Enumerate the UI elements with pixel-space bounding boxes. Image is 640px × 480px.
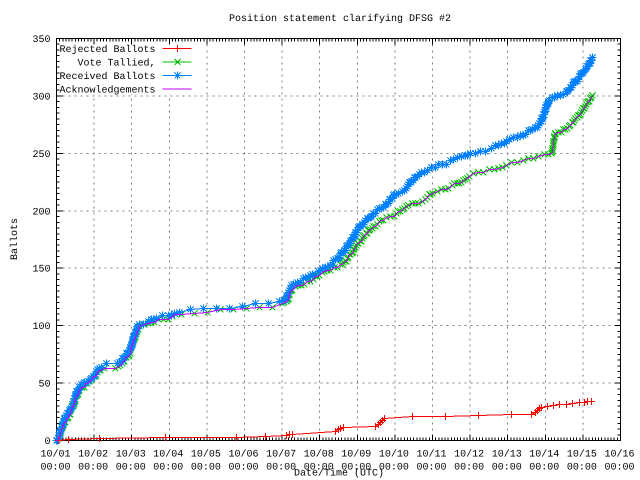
svg-text:00:00: 00:00 [529,463,559,474]
svg-text:10/04: 10/04 [153,449,183,461]
svg-text:10/10: 10/10 [379,449,409,461]
svg-text:00:00: 00:00 [341,463,371,474]
svg-text:00:00: 00:00 [379,463,409,474]
svg-text:10/16: 10/16 [604,449,634,461]
svg-text:00:00: 00:00 [40,463,70,474]
svg-text:00:00: 00:00 [78,463,108,474]
svg-text:Date/Time (UTC): Date/Time (UTC) [294,468,384,480]
svg-text:00:00: 00:00 [567,463,597,474]
svg-text:10/11: 10/11 [416,449,446,461]
svg-text:100: 100 [32,322,50,333]
svg-text:10/09: 10/09 [341,449,371,461]
svg-text:00:00: 00:00 [454,463,484,474]
svg-text:00:00: 00:00 [153,463,183,474]
svg-text:10/01: 10/01 [40,449,70,461]
svg-text:Vote Tallied,: Vote Tallied, [77,58,155,70]
svg-text:350: 350 [32,35,50,46]
svg-text:10/14: 10/14 [529,449,559,461]
svg-text:10/03: 10/03 [116,449,146,461]
svg-text:00:00: 00:00 [492,463,522,474]
svg-text:00:00: 00:00 [228,463,258,474]
svg-text:10/02: 10/02 [78,449,108,461]
svg-text:10/13: 10/13 [492,449,522,461]
svg-text:0: 0 [44,437,50,448]
svg-text:Ballots: Ballots [9,218,21,260]
svg-text:Received Ballots: Received Ballots [59,71,155,83]
svg-text:00:00: 00:00 [304,463,334,474]
svg-text:50: 50 [38,380,50,391]
svg-text:10/12: 10/12 [454,449,484,461]
svg-text:00:00: 00:00 [191,463,221,474]
svg-text:00:00: 00:00 [416,463,446,474]
svg-text:Acknowledgements: Acknowledgements [59,85,155,97]
svg-text:10/07: 10/07 [266,449,296,461]
svg-text:Rejected Ballots: Rejected Ballots [59,44,155,56]
svg-text:Position statement clarifying: Position statement clarifying DFSG #2 [229,13,451,25]
svg-text:200: 200 [32,207,50,218]
svg-text:10/08: 10/08 [304,449,334,461]
svg-text:150: 150 [32,265,50,276]
svg-text:10/06: 10/06 [228,449,258,461]
svg-text:10/05: 10/05 [191,449,221,461]
svg-text:300: 300 [32,92,50,103]
svg-text:00:00: 00:00 [266,463,296,474]
svg-text:00:00: 00:00 [116,463,146,474]
svg-text:10/15: 10/15 [567,449,597,461]
svg-text:250: 250 [32,150,50,161]
svg-text:00:00: 00:00 [604,463,634,474]
